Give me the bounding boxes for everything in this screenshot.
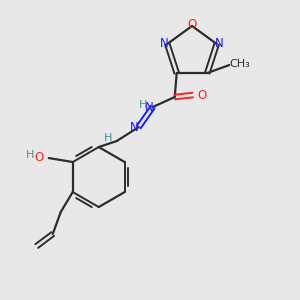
- Text: O: O: [188, 19, 196, 32]
- Text: N: N: [215, 38, 224, 50]
- Text: O: O: [197, 88, 206, 101]
- Text: H: H: [139, 100, 147, 110]
- Text: N: N: [160, 38, 169, 50]
- Text: N: N: [145, 100, 154, 113]
- Text: N: N: [130, 121, 139, 134]
- Text: H: H: [103, 133, 112, 143]
- Text: O: O: [34, 151, 44, 164]
- Text: CH₃: CH₃: [229, 59, 250, 69]
- Text: H: H: [26, 150, 34, 160]
